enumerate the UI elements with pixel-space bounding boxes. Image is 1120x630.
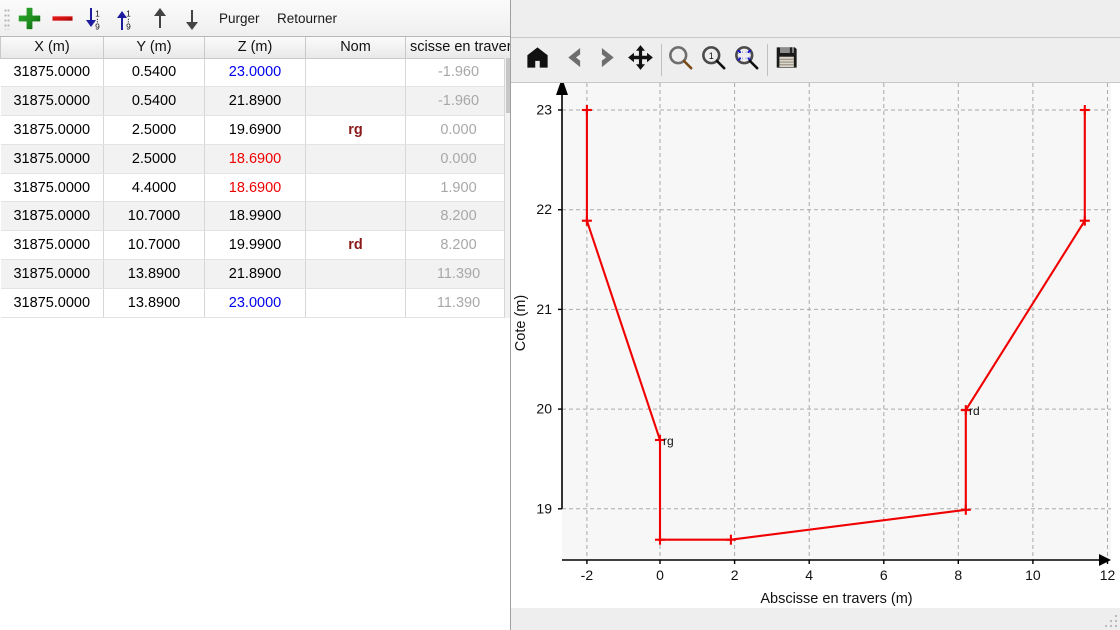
svg-text:6: 6 [880, 567, 888, 583]
svg-text:9: 9 [95, 21, 100, 31]
svg-text:19: 19 [536, 500, 552, 516]
svg-text:4: 4 [805, 567, 813, 583]
svg-text:8: 8 [954, 567, 962, 583]
svg-text:rd: rd [969, 404, 980, 418]
svg-text:1: 1 [95, 8, 100, 18]
svg-text:10: 10 [1025, 567, 1041, 583]
svg-text:1: 1 [709, 51, 714, 61]
svg-text:20: 20 [536, 401, 552, 417]
svg-text:23: 23 [536, 102, 552, 118]
svg-text:21: 21 [536, 301, 552, 317]
svg-text:-2: -2 [581, 567, 594, 583]
svg-text:1: 1 [126, 8, 131, 18]
svg-text:0: 0 [656, 567, 664, 583]
svg-text:2: 2 [731, 567, 739, 583]
svg-text:12: 12 [1100, 567, 1116, 583]
svg-text:22: 22 [536, 201, 552, 217]
svg-text:9: 9 [126, 21, 131, 31]
svg-text:rg: rg [663, 434, 674, 448]
